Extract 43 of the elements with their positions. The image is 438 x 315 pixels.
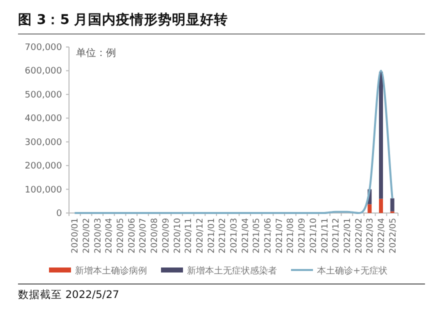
annotation: 单位：例: [76, 48, 116, 59]
xtick: 2020/11: [184, 218, 194, 254]
xtick: 2020/08: [150, 218, 160, 254]
xtick: 2022/03: [366, 218, 376, 254]
xtick: 2021/07: [274, 218, 285, 254]
xtick: 2022/05: [388, 218, 398, 254]
xtick: 2021/03: [230, 218, 240, 254]
xtick: 2022/02: [354, 218, 364, 254]
xtick: 2021/04: [240, 218, 251, 254]
legend-label: 新增本土无症状感染者: [187, 266, 277, 276]
xtick: 2021/11: [320, 218, 330, 254]
title: 图 3：5 月国内疫情形势明显好转: [18, 12, 228, 28]
xtick: 2020/02: [82, 218, 92, 254]
xtick: 2020/04: [104, 218, 115, 254]
ytick: 200,000: [24, 162, 62, 172]
xtick: 2020/03: [93, 218, 104, 254]
xtick: 2021/12: [332, 218, 342, 254]
xtick: 2020/06: [127, 218, 138, 254]
ytick: 0: [56, 209, 62, 219]
ytick: 700,000: [24, 43, 62, 53]
ytick: 600,000: [24, 66, 62, 77]
xtick: 2021/02: [218, 218, 228, 254]
xtick: 2021/08: [286, 218, 296, 254]
xtick: 2022/01: [342, 218, 353, 254]
ytick: 100,000: [24, 185, 62, 196]
xtick: 2021/09: [298, 218, 308, 254]
xtick: 2020/07: [138, 218, 149, 254]
xtick: 2021/06: [264, 218, 274, 254]
xtick: 2020/09: [161, 218, 172, 254]
ytick: 300,000: [24, 138, 62, 148]
legend-label: 新增本土确诊病例: [75, 266, 147, 276]
xtick: 2020/05: [116, 218, 126, 254]
xtick: 2021/01: [206, 218, 217, 254]
xtick: 2021/10: [308, 218, 319, 254]
ytick: 400,000: [24, 114, 62, 124]
annotation: 数据截至 2022/5/27: [18, 289, 120, 301]
legend-label: 本土确诊+无症状: [317, 266, 388, 276]
xtick: 2020/10: [172, 218, 183, 254]
xtick: 2020/12: [195, 218, 206, 254]
xtick: 2020/01: [70, 218, 81, 254]
xtick: 2022/04: [376, 218, 387, 254]
ytick: 500,000: [24, 90, 62, 100]
xtick: 2021/05: [252, 218, 262, 254]
